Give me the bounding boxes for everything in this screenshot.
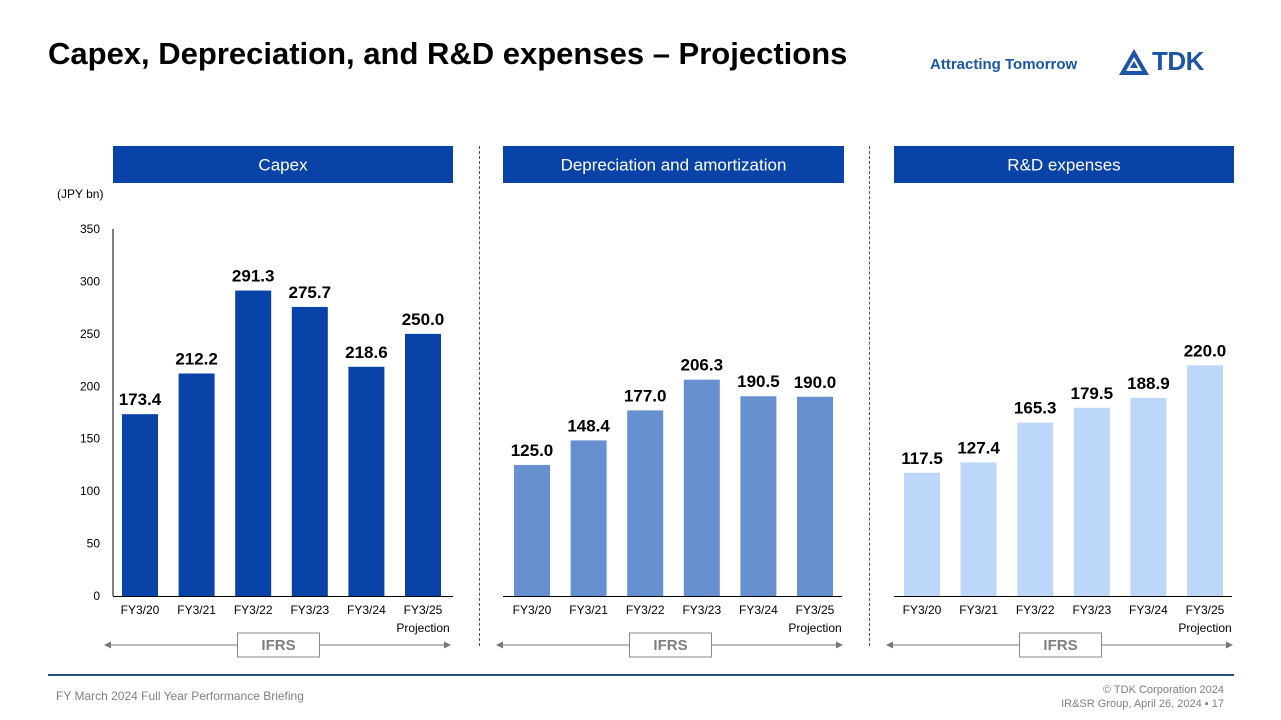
x-tick-label: FY3/25 (796, 603, 835, 617)
x-tick-label: FY3/21 (177, 603, 216, 617)
y-tick-label: 50 (87, 537, 101, 551)
x-tick-sublabel: Projection (396, 621, 449, 635)
x-tick-label: FY3/22 (234, 603, 273, 617)
bar-value-label: 190.5 (737, 372, 780, 391)
panel-title-depreciation: Depreciation and amortization (561, 156, 787, 175)
x-tick-label: FY3/22 (626, 603, 665, 617)
x-tick-label: FY3/23 (682, 603, 721, 617)
arrow-left-icon (886, 641, 893, 649)
bar-value-label: 173.4 (119, 390, 162, 409)
bar-depreciation (740, 396, 777, 596)
bar-capex (235, 290, 272, 596)
panel-header-depreciation (503, 146, 844, 183)
ifrs-box (629, 632, 712, 658)
page-title: Capex, Depreciation, and R&D expenses – … (48, 36, 848, 71)
bar-value-label: 218.6 (345, 343, 388, 362)
bar-rd (904, 472, 940, 596)
y-tick-label: 0 (93, 589, 100, 603)
x-tick-label: FY3/22 (1016, 603, 1055, 617)
brand-tagline: Attracting Tomorrow (930, 56, 1078, 73)
y-tick-label: 100 (80, 484, 100, 498)
bar-rd (1017, 422, 1054, 596)
x-tick-label: FY3/23 (290, 603, 329, 617)
bar-capex (291, 306, 328, 596)
x-tick-label: FY3/21 (959, 603, 998, 617)
logo-text: TDK (1152, 46, 1204, 76)
bar-capex (405, 333, 441, 596)
bar-depreciation (570, 440, 607, 596)
bar-value-label: 206.3 (681, 356, 724, 375)
panel-divider (869, 146, 870, 646)
ifrs-label: IFRS (1043, 637, 1077, 654)
y-tick-label: 300 (80, 274, 100, 288)
panel-title-capex: Capex (258, 156, 308, 175)
bar-capex (348, 366, 385, 596)
x-tick-label: FY3/20 (121, 603, 160, 617)
x-tick-label: FY3/25 (1186, 603, 1225, 617)
footer-group-date: IR&SR Group, April 26, 2024 (1061, 698, 1202, 710)
arrow-left-icon (496, 641, 503, 649)
tdk-logo-icon (1119, 48, 1149, 75)
footer-event-title: FY March 2024 Full Year Performance Brie… (56, 689, 304, 703)
bar-depreciation (627, 410, 664, 596)
x-tick-label: FY3/20 (903, 603, 942, 617)
bar-value-label: 190.0 (794, 373, 837, 392)
bar-value-label: 165.3 (1014, 399, 1057, 418)
bar-value-label: 127.4 (957, 438, 1000, 457)
x-tick-label: FY3/24 (347, 603, 386, 617)
bar-depreciation (683, 379, 720, 596)
footer-page-number: 17 (1211, 698, 1224, 710)
bar-value-label: 117.5 (901, 449, 943, 468)
y-tick-label: 350 (80, 222, 100, 236)
bar-rd (1073, 407, 1110, 596)
x-tick-label: FY3/20 (513, 603, 552, 617)
x-tick-label: FY3/23 (1072, 603, 1111, 617)
bar-depreciation (514, 464, 550, 596)
panel-header-capex (113, 146, 453, 183)
arrow-right-icon (836, 641, 843, 649)
x-tick-sublabel: Projection (788, 621, 841, 635)
footer-page-line: IR&SR Group, April 26, 2024 ▪ 17 (1061, 698, 1224, 710)
bar-rd (1130, 397, 1167, 596)
arrow-right-icon (1226, 641, 1233, 649)
ifrs-box (1019, 632, 1102, 658)
panel-title-rd: R&D expenses (1007, 156, 1120, 175)
footer-info: © TDK Corporation 2024 IR&SR Group, Apri… (1061, 683, 1224, 711)
bar-value-label: 291.3 (232, 267, 275, 286)
bar-value-label: 212.2 (175, 349, 218, 368)
bar-value-label: 177.0 (624, 386, 667, 405)
bar-value-label: 188.9 (1127, 374, 1170, 393)
footer-divider (48, 674, 1234, 676)
x-tick-label: FY3/25 (404, 603, 443, 617)
panel-header-rd (894, 146, 1234, 183)
x-tick-sublabel: Projection (1178, 621, 1231, 635)
x-tick-label: FY3/21 (569, 603, 608, 617)
bar-value-label: 250.0 (402, 310, 445, 329)
x-tick-label: FY3/24 (1129, 603, 1168, 617)
y-tick-label: 200 (80, 379, 100, 393)
y-axis-unit: (JPY bn) (57, 187, 103, 201)
bar-rd (960, 462, 997, 596)
bar-depreciation (797, 396, 833, 596)
bar-value-label: 275.7 (289, 283, 332, 302)
bar-value-label: 179.5 (1071, 384, 1114, 403)
bar-rd (1187, 365, 1223, 596)
bar-capex (178, 373, 215, 596)
ifrs-label: IFRS (653, 637, 687, 654)
y-tick-label: 150 (80, 432, 100, 446)
arrow-left-icon (104, 641, 111, 649)
bar-value-label: 125.0 (511, 441, 554, 460)
y-tick-label: 250 (80, 327, 100, 341)
ifrs-label: IFRS (261, 637, 295, 654)
bar-capex (122, 414, 158, 596)
panel-divider (479, 146, 480, 646)
arrow-right-icon (444, 641, 451, 649)
bar-value-label: 220.0 (1184, 341, 1227, 360)
tdk-logo: TDK (1118, 46, 1204, 77)
ifrs-box (237, 632, 320, 658)
footer-copyright: © TDK Corporation 2024 (1102, 684, 1224, 696)
bar-value-label: 148.4 (567, 416, 610, 435)
x-tick-label: FY3/24 (739, 603, 778, 617)
